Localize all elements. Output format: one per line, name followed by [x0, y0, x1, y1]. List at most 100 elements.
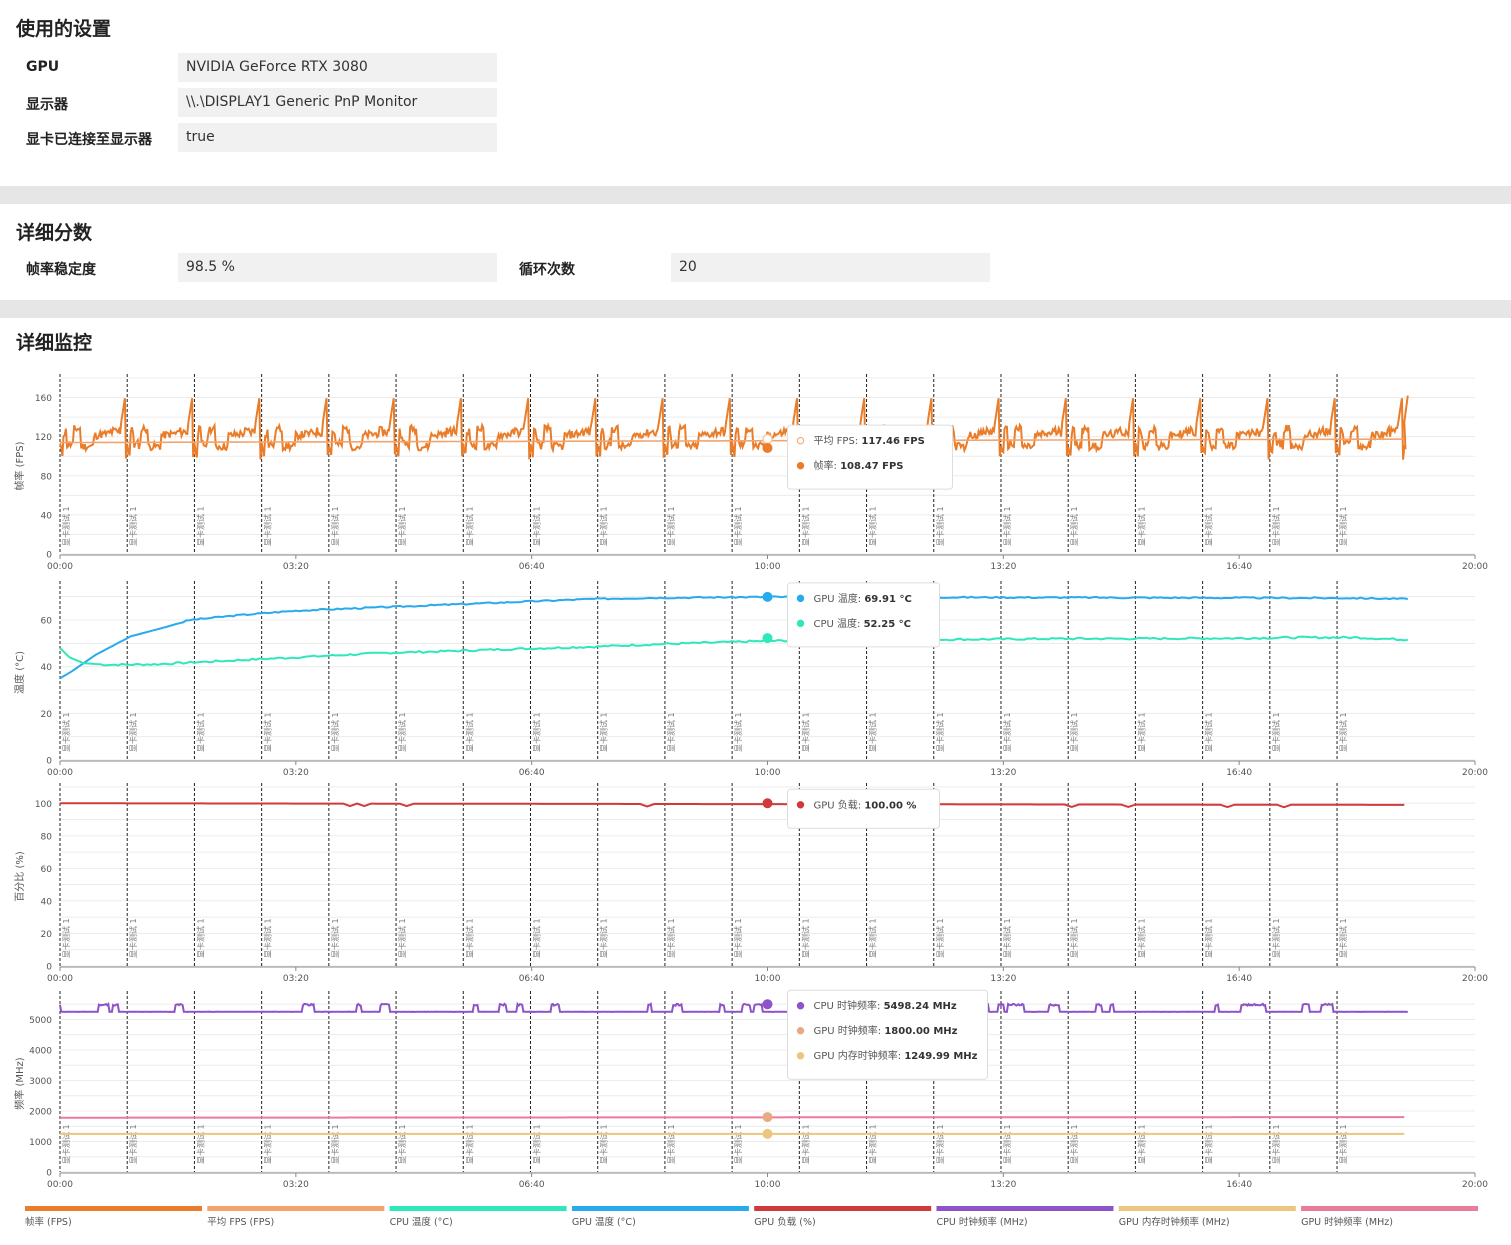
- y-tick-label: 100: [35, 800, 52, 810]
- hover-point: [762, 999, 773, 1010]
- stability-label: 帧率稳定度: [26, 262, 96, 278]
- tooltip-swatch: [796, 461, 805, 470]
- test-marker-label: 显卡测试 1: [935, 1124, 945, 1164]
- x-tick-label: 06:40: [519, 768, 545, 778]
- test-marker-label: 显卡测试 1: [330, 506, 340, 546]
- test-marker-label: 显卡测试 1: [1002, 1124, 1012, 1164]
- x-tick-label: 16:40: [1226, 1180, 1252, 1190]
- test-marker-label: 显卡测试 1: [599, 712, 609, 752]
- series-line: [59, 635, 1408, 667]
- hover-point: [762, 798, 773, 809]
- x-tick-label: 00:00: [47, 768, 73, 778]
- chart-2: 0 20 40 60 温度 (°C) 00:00 03:20 06:40 10:00 13:20 1…: [13, 581, 1488, 778]
- x-tick-label: 00:00: [47, 1180, 73, 1190]
- tooltip-swatch: [796, 594, 805, 603]
- legend-label: CPU 温度 (°C): [390, 1216, 453, 1228]
- x-tick-label: 00:00: [47, 562, 73, 572]
- tooltip: 平均 FPS: 117.46 FPS 帧率: 108.47 FPS: [787, 424, 953, 490]
- test-marker-label: 显卡测试 1: [195, 1124, 205, 1164]
- tooltip-text: GPU 温度: 69.91 °C: [814, 592, 912, 605]
- test-marker-label: 显卡测试 1: [61, 712, 71, 752]
- hover-point: [762, 591, 773, 602]
- y-tick-label: 20: [41, 710, 53, 720]
- connected-value: true: [178, 123, 497, 152]
- test-marker-label: 显卡测试 1: [599, 506, 609, 546]
- test-marker-label: 显卡测试 1: [1204, 712, 1214, 752]
- test-marker-label: 显卡测试 1: [464, 506, 474, 546]
- x-tick-label: 10:00: [755, 1180, 781, 1190]
- gpu-value: NVIDIA GeForce RTX 3080: [178, 53, 497, 82]
- test-marker-label: 显卡测试 1: [1338, 918, 1348, 958]
- test-marker-label: 显卡测试 1: [935, 506, 945, 546]
- test-marker-label: 显卡测试 1: [935, 712, 945, 752]
- y-tick-label: 40: [41, 897, 53, 907]
- y-tick-label: 0: [46, 551, 52, 561]
- test-marker-label: 显卡测试 1: [464, 1124, 474, 1164]
- test-marker-label: 显卡测试 1: [464, 712, 474, 752]
- test-marker-label: 显卡测试 1: [1204, 506, 1214, 546]
- test-marker-label: 显卡测试 1: [128, 712, 138, 752]
- chart-3: 0 20 40 60 80 100 百分比 (%) 00:00 03:20 06:40 10:00 1…: [14, 783, 1488, 984]
- y-tick-label: 4000: [29, 1046, 52, 1056]
- y-tick-label: 80: [41, 832, 53, 842]
- series-line: [59, 595, 1408, 680]
- x-tick-label: 03:20: [283, 1180, 309, 1190]
- test-marker-label: 显卡测试 1: [666, 506, 676, 546]
- x-tick-label: 13:20: [990, 1180, 1016, 1190]
- test-marker-label: 显卡测试 1: [1204, 1124, 1214, 1164]
- x-tick-label: 03:20: [283, 768, 309, 778]
- test-marker-label: 显卡测试 1: [1069, 712, 1079, 752]
- x-tick-label: 10:00: [755, 974, 781, 984]
- monitor-panel: 详细监控: [0, 318, 1511, 1245]
- tooltip-text: GPU 时钟频率: 1800.00 MHz: [814, 1024, 958, 1037]
- x-tick-label: 00:00: [47, 974, 73, 984]
- test-marker-label: 显卡测试 1: [531, 918, 541, 958]
- test-marker-label: 显卡测试 1: [1136, 712, 1146, 752]
- test-marker-label: 显卡测试 1: [1069, 918, 1079, 958]
- test-marker-label: 显卡测试 1: [1002, 506, 1012, 546]
- legend-label: GPU 负载 (%): [754, 1216, 816, 1228]
- legend-swatch: [389, 1206, 567, 1211]
- y-tick-label: 3000: [29, 1077, 52, 1087]
- test-marker-label: 显卡测试 1: [733, 918, 743, 958]
- legend-label: GPU 温度 (°C): [572, 1216, 636, 1228]
- y-tick-label: 40: [41, 511, 53, 521]
- legend-swatch: [754, 1206, 932, 1211]
- test-marker-label: 显卡测试 1: [195, 918, 205, 958]
- test-marker-label: 显卡测试 1: [868, 506, 878, 546]
- tooltip: GPU 负载: 100.00 %: [787, 788, 940, 829]
- test-marker-label: 显卡测试 1: [1002, 918, 1012, 958]
- x-tick-label: 13:20: [990, 562, 1016, 572]
- x-tick-label: 10:00: [755, 562, 781, 572]
- tooltip-swatch: [796, 619, 805, 628]
- test-marker-label: 显卡测试 1: [531, 712, 541, 752]
- test-marker-label: 显卡测试 1: [397, 712, 407, 752]
- test-marker-label: 显卡测试 1: [263, 712, 273, 752]
- test-marker-label: 显卡测试 1: [464, 918, 474, 958]
- y-tick-label: 120: [35, 433, 52, 443]
- test-marker-label: 显卡测试 1: [1002, 712, 1012, 752]
- test-marker-label: 显卡测试 1: [868, 1124, 878, 1164]
- tooltip-swatch: [796, 1052, 805, 1060]
- test-marker-label: 显卡测试 1: [1271, 1124, 1281, 1164]
- test-marker-label: 显卡测试 1: [61, 918, 71, 958]
- test-marker-label: 显卡测试 1: [733, 1124, 743, 1164]
- y-tick-label: 60: [41, 865, 53, 875]
- tooltip-swatch: [796, 436, 805, 445]
- test-marker-label: 显卡测试 1: [868, 918, 878, 958]
- legend-label: 帧率 (FPS): [25, 1216, 72, 1228]
- chart-legend: 帧率 (FPS) 平均 FPS (FPS) CPU 温度 (°C) GPU 温度 (°…: [25, 1206, 1479, 1228]
- y-tick-label: 2000: [29, 1107, 52, 1117]
- test-marker-label: 显卡测试 1: [397, 918, 407, 958]
- tooltip: CPU 时钟频率: 5498.24 MHz GPU 时钟频率: 1800.00 M…: [787, 989, 988, 1080]
- series-line: [60, 1116, 1405, 1119]
- test-marker-label: 显卡测试 1: [195, 506, 205, 546]
- x-tick-label: 10:00: [755, 768, 781, 778]
- tooltip-box: [787, 989, 988, 1080]
- test-marker-label: 显卡测试 1: [330, 712, 340, 752]
- test-marker-label: 显卡测试 1: [599, 1124, 609, 1164]
- test-marker-label: 显卡测试 1: [1136, 1124, 1146, 1164]
- y-axis-label: 温度 (°C): [13, 651, 26, 694]
- test-marker-label: 显卡测试 1: [800, 918, 810, 958]
- legend-swatch: [207, 1206, 385, 1211]
